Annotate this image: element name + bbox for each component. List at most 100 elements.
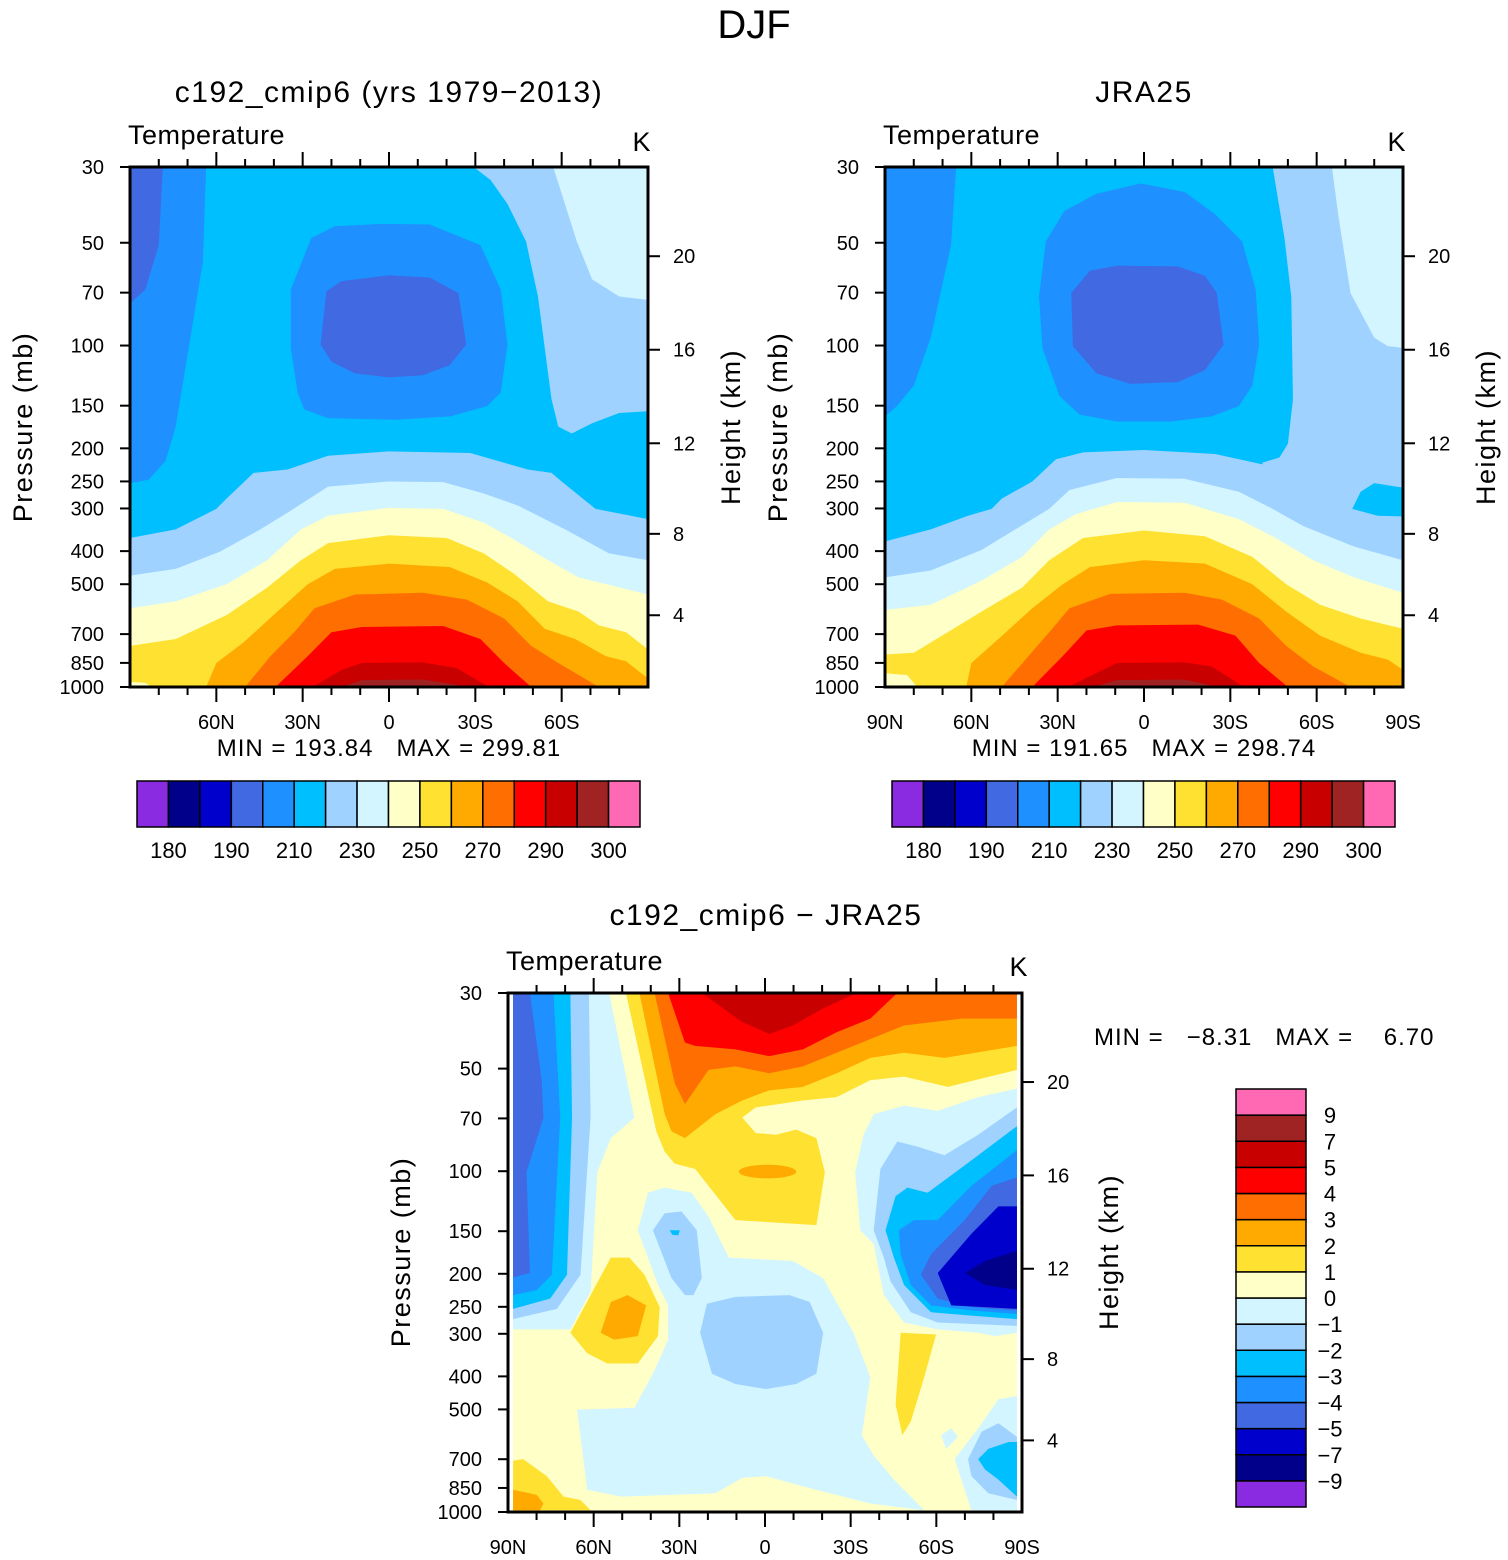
colorbar-box (262, 780, 295, 828)
colorbar-label: −2 (1317, 1338, 1342, 1363)
contour-region (1352, 483, 1403, 517)
plot-title-reanalysis: JRA25 (1095, 76, 1193, 109)
left-string-reanalysis: Temperature (883, 120, 1040, 150)
y-tick-label: 50 (82, 233, 104, 255)
colorbar-box (1299, 780, 1333, 828)
y-axis-title-reanalysis: Pressure (mb) (763, 332, 793, 523)
contour-region (669, 1230, 680, 1236)
y2-tick-label: 16 (673, 340, 695, 362)
colorbar-label: 2 (1324, 1234, 1336, 1259)
contour-region (978, 1442, 1017, 1497)
x-tick-label: 60S (1299, 712, 1335, 734)
y2-tick-label: 12 (1428, 433, 1450, 455)
figure-title: DJF (717, 3, 790, 47)
y-tick-label: 70 (460, 1108, 482, 1130)
y-tick-label: 100 (71, 336, 104, 358)
contour-region (1071, 265, 1224, 384)
colorbar-box (1235, 1480, 1307, 1508)
colorbar-box (1268, 780, 1302, 828)
x-tick-label: 60N (953, 712, 990, 734)
colorbar-label: 230 (339, 838, 376, 863)
colorbar-box (1235, 1218, 1307, 1247)
colorbar-box (544, 780, 578, 828)
colorbar-label: 210 (1031, 838, 1068, 863)
x-tick-label: 30N (284, 712, 321, 734)
x-tick-label: 0 (383, 712, 394, 734)
colorbar-label: 1 (1324, 1260, 1336, 1285)
colorbar-label: 250 (1157, 838, 1194, 863)
y-tick-label: 700 (449, 1449, 482, 1471)
y2-tick-label: 8 (1047, 1349, 1058, 1371)
colorbar-box (230, 780, 264, 828)
contour-region (941, 1428, 958, 1449)
x-tick-label: 90S (1385, 712, 1421, 734)
contour-region (341, 679, 471, 687)
colorbar-box (1174, 780, 1208, 828)
contour-region (738, 1164, 797, 1179)
contour-region (1067, 662, 1244, 687)
contour-region (553, 167, 648, 300)
contour-region (513, 993, 544, 1278)
y-tick-label: 850 (826, 653, 859, 675)
x-tick-label: 30S (833, 1537, 869, 1559)
contour-region (312, 662, 489, 687)
contour-field-model (130, 167, 648, 687)
colorbar-box (1235, 1401, 1307, 1430)
y-tick-label: 500 (449, 1399, 482, 1421)
y2-axis-title-model: Height (km) (716, 349, 746, 505)
y-tick-label: 850 (449, 1478, 482, 1500)
y2-tick-label: 4 (673, 605, 684, 627)
x-tick-label: 90N (867, 712, 904, 734)
y2-tick-label: 16 (1428, 340, 1450, 362)
x-tick-label: 30N (661, 1537, 698, 1559)
y-tick-label: 300 (449, 1324, 482, 1346)
x-tick-label: 90S (1004, 1537, 1040, 1559)
colorbar-box (513, 780, 547, 828)
contour-region (320, 275, 467, 378)
colorbar-box (1235, 1271, 1307, 1299)
colorbar-box (607, 780, 641, 828)
x-tick-label: 60S (919, 1537, 955, 1559)
y-tick-label: 400 (71, 541, 104, 563)
y2-axis-title-difference: Height (km) (1094, 1174, 1124, 1330)
x-tick-label: 30S (1213, 712, 1249, 734)
colorbar-label: 3 (1324, 1208, 1336, 1233)
y-tick-label: 200 (449, 1264, 482, 1286)
colorbar-label: 190 (968, 838, 1005, 863)
colorbar-box (922, 780, 956, 828)
x-tick-label: 0 (759, 1537, 770, 1559)
colorbar-label: 290 (1282, 838, 1319, 863)
colorbar-label: 9 (1324, 1103, 1336, 1128)
colorbar-box (1205, 780, 1239, 828)
x-tick-label: 0 (1138, 712, 1149, 734)
y-tick-label: 400 (449, 1366, 482, 1388)
colorbar-box (985, 780, 1019, 828)
colorbar-label: 0 (1324, 1286, 1336, 1311)
contour-field-reanalysis (885, 167, 1403, 687)
colorbar-box (1235, 1323, 1307, 1351)
colorbar-box (1235, 1088, 1307, 1116)
colorbar-box (356, 780, 390, 828)
y2-tick-label: 20 (1428, 246, 1450, 268)
y-tick-label: 500 (826, 574, 859, 596)
y-tick-label: 250 (826, 471, 859, 493)
left-string-model: Temperature (128, 120, 285, 150)
contour-region (895, 1332, 937, 1436)
contour-field-difference (508, 993, 1022, 1512)
colorbar-box (293, 780, 327, 828)
colorbar-box (482, 780, 515, 828)
y-axis-title-difference: Pressure (mb) (386, 1157, 416, 1348)
contour-region (885, 673, 918, 687)
colorbar-box (1235, 1427, 1307, 1456)
y2-tick-label: 8 (673, 524, 684, 546)
units-label-reanalysis: K (1387, 127, 1406, 157)
colorbar-box (1235, 1140, 1307, 1169)
contour-region (652, 1211, 702, 1296)
y2-tick-label: 12 (1047, 1259, 1069, 1281)
colorbar-box (136, 780, 170, 828)
colorbar-box (954, 780, 988, 828)
y-tick-label: 400 (826, 541, 859, 563)
contour-region (1032, 624, 1288, 687)
y-tick-label: 1000 (815, 677, 860, 699)
colorbar-label: 270 (1219, 838, 1256, 863)
